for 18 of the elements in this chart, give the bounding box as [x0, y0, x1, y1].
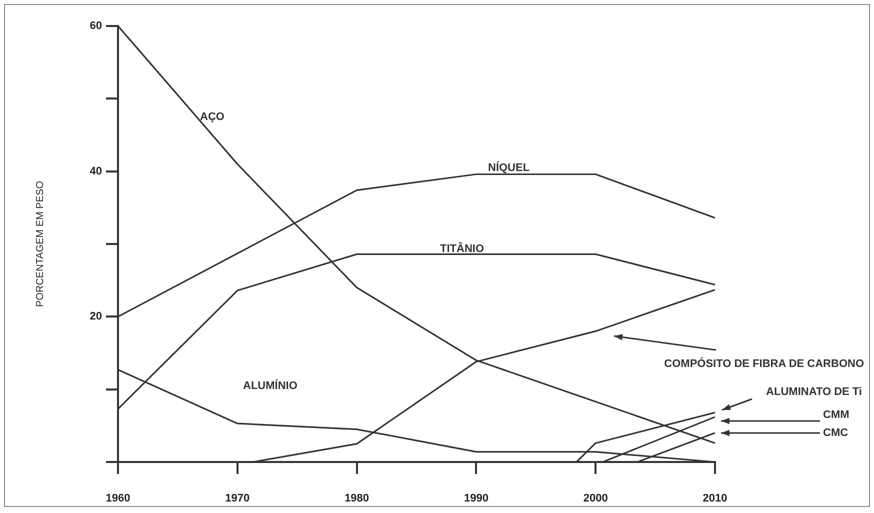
x-tick-label: 1970 [225, 492, 250, 505]
y-tick-label: 40 [90, 165, 102, 178]
series-label: AÇO [200, 111, 225, 124]
x-tick-label: 2000 [583, 492, 608, 505]
x-tick-label: 1960 [106, 492, 130, 505]
text: ALUMÍNIO [243, 379, 298, 392]
x-tick-label: 2010 [702, 492, 728, 505]
text: CMM [823, 409, 850, 422]
y-tick-label: 60 [90, 20, 102, 32]
series-label: NÍQUEL [488, 161, 530, 174]
y-tick-label: 20 [90, 310, 102, 323]
text: COMPÓSITO DE FIBRA DE CARBONO [664, 357, 864, 370]
series-label: TITÂNIO [440, 242, 484, 256]
y-axis-title: PORCENTAGEM EM PESO [34, 180, 46, 307]
text: ALUMINATO DE Ti [766, 386, 862, 398]
x-tick-label: 1990 [464, 492, 488, 505]
text: CMC [823, 427, 848, 440]
x-tick-label: 1980 [344, 492, 370, 505]
